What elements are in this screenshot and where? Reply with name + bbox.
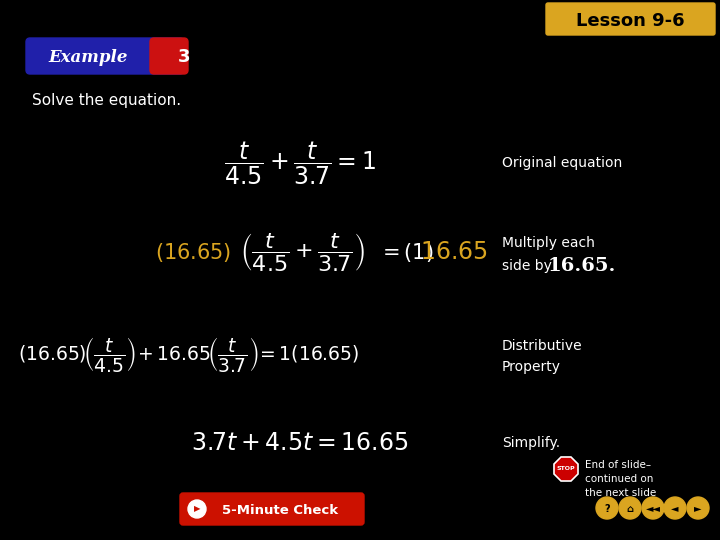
- Circle shape: [642, 497, 664, 519]
- Text: ◄◄: ◄◄: [646, 503, 660, 514]
- Circle shape: [188, 500, 206, 518]
- Text: Simplify.: Simplify.: [502, 436, 560, 450]
- Text: $(16.65)\!\left(\dfrac{t}{4.5}\right)\!+16.65\!\left(\dfrac{t}{3.7}\right)\!=1(1: $(16.65)\!\left(\dfrac{t}{4.5}\right)\!+…: [18, 335, 359, 375]
- FancyBboxPatch shape: [26, 38, 184, 74]
- Text: ⌂: ⌂: [626, 503, 634, 514]
- Text: STOP: STOP: [557, 467, 575, 471]
- Text: 3: 3: [178, 48, 190, 66]
- Text: side by: side by: [502, 259, 557, 273]
- FancyBboxPatch shape: [150, 38, 188, 74]
- Text: $16.65$: $16.65$: [420, 240, 487, 264]
- Text: ▶: ▶: [194, 504, 200, 514]
- Text: $3.7t+4.5t=16.65$: $3.7t+4.5t=16.65$: [192, 431, 409, 455]
- FancyBboxPatch shape: [180, 493, 364, 525]
- Text: 16.65.: 16.65.: [548, 257, 616, 275]
- Text: $=(1)$: $=(1)$: [378, 240, 433, 264]
- Text: Distributive: Distributive: [502, 339, 582, 353]
- Text: Multiply each: Multiply each: [502, 236, 595, 250]
- Text: $\dfrac{t}{4.5}+\dfrac{t}{3.7}=1$: $\dfrac{t}{4.5}+\dfrac{t}{3.7}=1$: [224, 139, 376, 187]
- Text: ►: ►: [694, 503, 702, 514]
- Text: Property: Property: [502, 360, 561, 374]
- Circle shape: [619, 497, 641, 519]
- Text: ◄: ◄: [671, 503, 679, 514]
- Text: ?: ?: [604, 503, 610, 514]
- Text: $(16.65)$: $(16.65)$: [155, 240, 231, 264]
- Circle shape: [687, 497, 709, 519]
- Circle shape: [596, 497, 618, 519]
- Text: Example: Example: [48, 49, 127, 65]
- Polygon shape: [554, 457, 578, 481]
- Text: $\left(\dfrac{t}{4.5}+\dfrac{t}{3.7}\right)$: $\left(\dfrac{t}{4.5}+\dfrac{t}{3.7}\rig…: [240, 231, 365, 273]
- Text: Original equation: Original equation: [502, 156, 622, 170]
- FancyBboxPatch shape: [546, 3, 715, 35]
- Text: 5-Minute Check: 5-Minute Check: [222, 503, 338, 516]
- Text: Lesson 9-6: Lesson 9-6: [576, 12, 684, 30]
- Text: Solve the equation.: Solve the equation.: [32, 92, 181, 107]
- Text: End of slide–
continued on
the next slide: End of slide– continued on the next slid…: [585, 460, 656, 498]
- Circle shape: [664, 497, 686, 519]
